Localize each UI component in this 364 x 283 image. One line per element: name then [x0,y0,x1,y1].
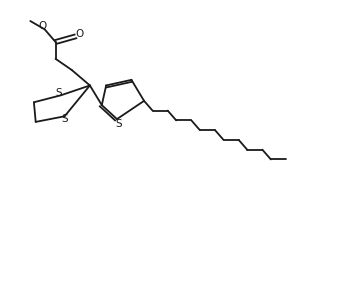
Text: S: S [56,88,63,98]
Text: S: S [61,114,68,124]
Text: O: O [76,29,84,38]
Text: O: O [39,21,47,31]
Text: S: S [115,119,122,129]
